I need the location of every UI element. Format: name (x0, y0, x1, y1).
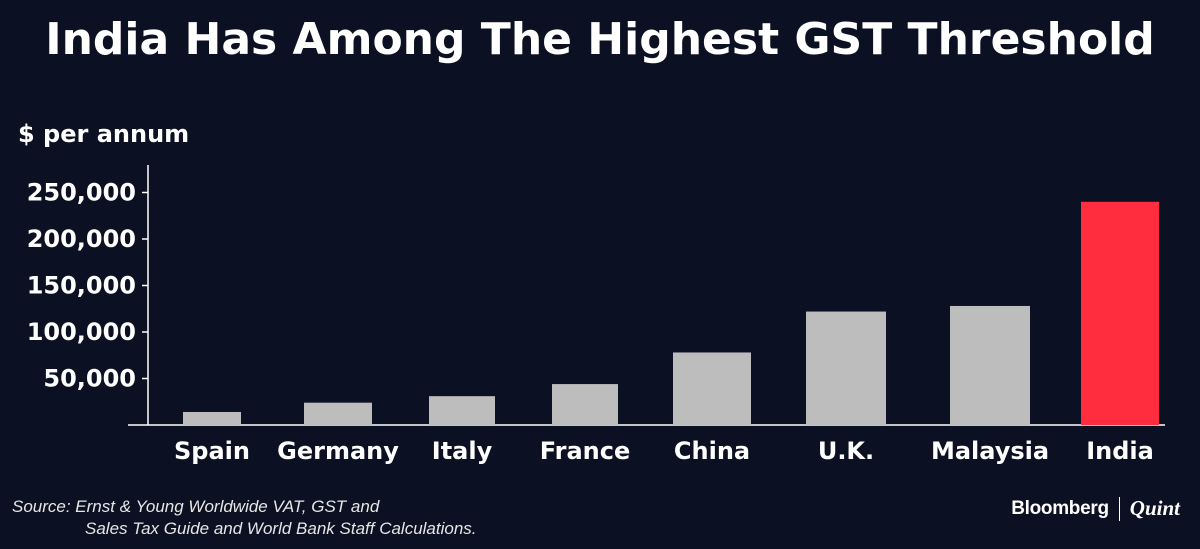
x-tick-label: India (1086, 437, 1154, 465)
bar-italy (429, 396, 495, 425)
brand-logo: Bloomberg Quint (1011, 496, 1180, 521)
bar-china (673, 352, 751, 425)
y-axis-label: $ per annum (18, 120, 190, 148)
bar-spain (183, 411, 241, 425)
brand-divider (1118, 496, 1120, 521)
x-tick-label: U.K. (818, 437, 874, 465)
y-tick-label: 250,000 (27, 179, 136, 207)
brand-partner: Quint (1129, 496, 1180, 520)
source-note: Source: Ernst & Young Worldwide VAT, GST… (12, 496, 477, 540)
bar-france (552, 384, 618, 425)
y-tick-label: 200,000 (27, 225, 136, 253)
x-tick-label: France (540, 437, 630, 465)
source-line-2: Sales Tax Guide and World Bank Staff Cal… (85, 519, 477, 538)
x-tick-label: Malaysia (931, 437, 1049, 465)
bar-malaysia (950, 305, 1030, 425)
bar-germany (304, 402, 372, 425)
x-tick-label: China (674, 437, 750, 465)
source-line-1: Source: Ernst & Young Worldwide VAT, GST… (12, 497, 380, 516)
x-tick-label: Italy (432, 437, 493, 465)
x-tick-label: Germany (277, 437, 399, 465)
y-tick-label: 150,000 (27, 272, 136, 300)
y-tick-label: 50,000 (43, 365, 136, 393)
chart-title: India Has Among The Highest GST Threshol… (45, 14, 1155, 65)
bar-uk (806, 311, 886, 425)
x-tick-label: Spain (174, 437, 250, 465)
y-tick-label: 100,000 (27, 318, 136, 346)
brand-name: Bloomberg (1011, 497, 1109, 519)
bar-india (1081, 201, 1159, 425)
